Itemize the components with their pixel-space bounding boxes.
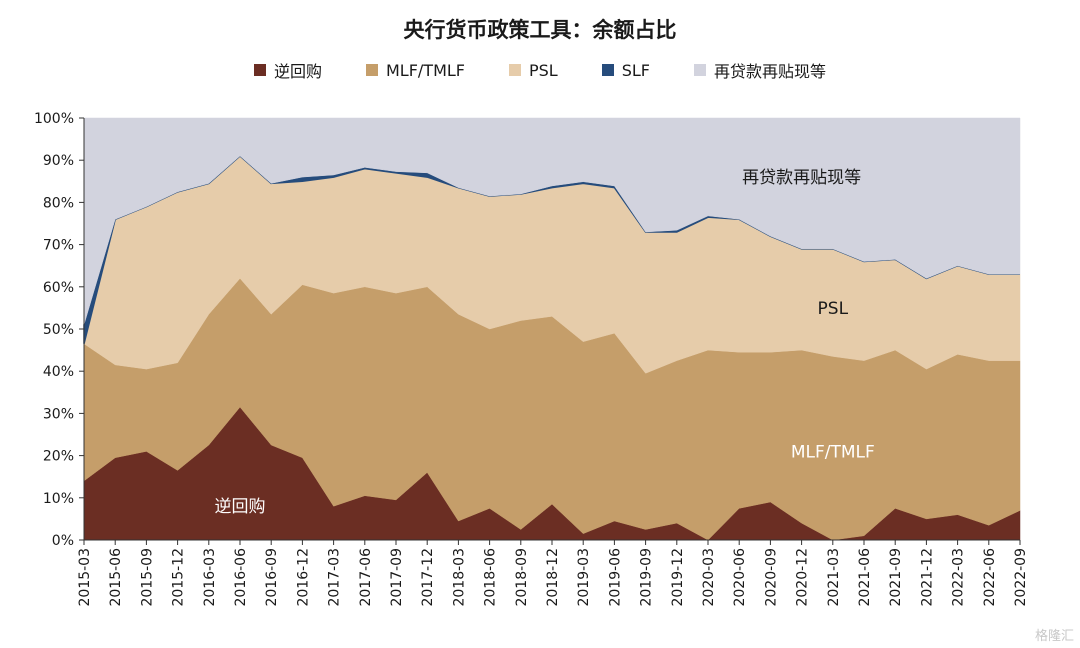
x-tick-label: 2017-06 [358, 548, 374, 607]
x-tick-label: 2017-03 [327, 548, 343, 607]
x-tick-label: 2018-06 [483, 548, 499, 607]
x-tick-label: 2019-03 [576, 548, 592, 607]
y-tick-label: 30% [43, 406, 74, 422]
y-tick-label: 40% [43, 364, 74, 380]
x-tick-label: 2015-06 [108, 548, 124, 607]
x-tick-label: 2019-12 [670, 548, 686, 607]
x-tick-label: 2021-12 [919, 548, 935, 607]
legend-swatch-mlf [365, 64, 378, 76]
area-label-relending: 再贷款再贴现等 [742, 168, 861, 188]
legend-label-reverse-repo: 逆回购 [273, 62, 322, 81]
x-tick-label: 2018-03 [451, 548, 467, 607]
x-tick-label: 2019-09 [639, 548, 655, 607]
area-label-reverse-repo: 逆回购 [215, 497, 266, 517]
y-tick-label: 90% [43, 153, 74, 169]
x-tick-label: 2017-12 [420, 548, 436, 607]
area-label-mlf: MLF/TMLF [791, 442, 875, 462]
axes: 0% 10% 20% 30% 40% 50% 60% 70% 80% 90% 100% 2015-03… [34, 111, 1029, 607]
x-tick-label: 2020-12 [795, 548, 811, 607]
x-tick-label: 2016-12 [295, 548, 311, 607]
y-tick-label: 50% [43, 322, 74, 338]
x-tick-label: 2022-03 [951, 548, 967, 607]
x-tick-label: 2020-06 [732, 548, 748, 607]
legend-swatch-slf [601, 64, 614, 76]
y-tick-label: 80% [43, 195, 74, 211]
x-tick-label: 2017-09 [389, 548, 405, 607]
legend: 逆回购 MLF/TMLF PSL SLF 再贷款再贴现等 [0, 58, 1080, 82]
y-tick-label: 10% [43, 491, 74, 507]
legend-label-psl: PSL [529, 60, 558, 80]
x-tick-label: 2016-09 [264, 548, 280, 607]
legend-label-mlf: MLF/TMLF [385, 60, 465, 80]
y-tick-label: 60% [43, 280, 74, 296]
x-tick-label: 2015-12 [171, 548, 187, 607]
legend-item-reverse-repo: 逆回购 [253, 58, 322, 82]
y-tick-label: 0% [52, 533, 74, 549]
x-tick-label: 2018-09 [514, 548, 530, 607]
x-tick-label: 2015-09 [139, 548, 155, 607]
area-labels: 再贷款再贴现等 PSL MLF/TMLF 逆回购 [215, 168, 875, 517]
plot-areas [83, 117, 1021, 541]
x-tick-label: 2020-09 [763, 548, 779, 607]
x-tick-label: 2016-06 [233, 548, 249, 607]
x-tick-label: 2021-09 [888, 548, 904, 607]
area-label-psl: PSL [818, 299, 849, 319]
legend-item-slf: SLF [601, 58, 650, 82]
chart-title: 央行货币政策工具：余额占比 [403, 18, 677, 42]
legend-item-relending: 再贷款再贴现等 [694, 58, 826, 82]
legend-label-slf: SLF [621, 60, 650, 80]
legend-swatch-relending [694, 64, 706, 76]
y-tick-label: 20% [43, 449, 74, 465]
legend-label-relending: 再贷款再贴现等 [714, 62, 827, 81]
x-tick-label: 2020-03 [701, 548, 717, 607]
legend-item-psl: PSL [509, 58, 558, 82]
y-tick-label: 70% [43, 238, 74, 254]
x-tick-label: 2018-12 [545, 548, 561, 607]
y-tick-label: 100% [34, 111, 74, 127]
x-tick-label: 2019-06 [607, 548, 623, 607]
legend-swatch-reverse-repo [253, 64, 266, 76]
x-tick-label: 2022-09 [1013, 548, 1029, 607]
legend-item-mlf: MLF/TMLF [365, 58, 465, 82]
legend-swatch-psl [509, 64, 521, 76]
area-relending [83, 117, 1021, 325]
x-tick-label: 2015-03 [77, 548, 93, 607]
x-tick-label: 2021-06 [857, 548, 873, 607]
x-tick-label: 2016-03 [202, 548, 218, 607]
x-tick-label: 2022-06 [982, 548, 998, 607]
watermark-text: 格隆汇 [1034, 629, 1074, 644]
x-tick-label: 2021-03 [826, 548, 842, 607]
